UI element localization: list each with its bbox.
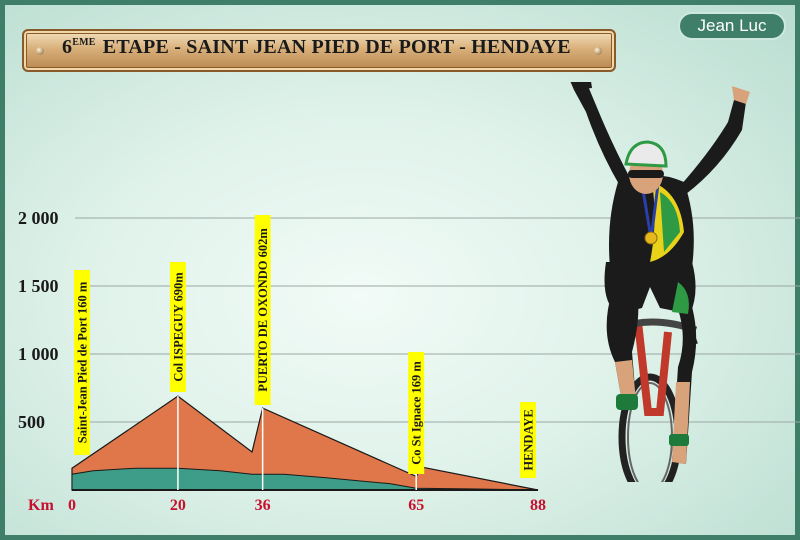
valley-area bbox=[71, 467, 539, 491]
stage-suffix: EME bbox=[72, 37, 96, 49]
waypoint-label: HENDAYE bbox=[522, 409, 536, 470]
waypoint-label-box bbox=[408, 352, 425, 474]
label-layer: Saint-Jean Pied de Port 160 m Col ISPEGUY… bbox=[74, 215, 536, 478]
author-badge: Jean Luc bbox=[678, 12, 786, 40]
waypoint-label: Saint-Jean Pied de Port 160 m bbox=[76, 281, 90, 443]
waypoint-label: Col ISPEGUY 690m bbox=[171, 272, 185, 382]
x-tick-label: 0 bbox=[68, 497, 76, 514]
stage-title: 6EME ETAPE - SAINT JEAN PIED DE PORT - H… bbox=[62, 36, 571, 59]
title-plaque bbox=[22, 29, 616, 72]
y-tick-label: 1 500 bbox=[18, 276, 59, 296]
y-tick-label: 1 000 bbox=[18, 344, 59, 364]
waypoint-label: PUERTO DE OXONDO 602m bbox=[256, 228, 270, 392]
area-layer bbox=[71, 395, 539, 491]
x-tick-label: 88 bbox=[530, 497, 546, 514]
sunglasses bbox=[628, 170, 664, 178]
x-axis-label: Km bbox=[28, 497, 54, 514]
y-tick-label: 500 bbox=[18, 412, 45, 432]
waypoint-label-box bbox=[169, 262, 186, 392]
bike-frame bbox=[634, 321, 672, 416]
waypoint-label-box bbox=[254, 215, 271, 405]
x-tick-label: 65 bbox=[408, 497, 424, 514]
x-tick-label: 36 bbox=[255, 497, 271, 514]
cyclist-illustration bbox=[570, 82, 750, 482]
stage-number: 6 bbox=[62, 36, 73, 58]
helmet bbox=[624, 140, 668, 168]
shorts bbox=[604, 262, 696, 314]
right-arm bbox=[680, 100, 746, 194]
stage-title-text: ETAPE - SAINT JEAN PIED DE PORT - HENDAY… bbox=[102, 36, 571, 58]
left-arm bbox=[574, 86, 630, 186]
tick-layer: 500 1 000 1 500 2 000 Km 0 20 36 65 88 bbox=[18, 208, 546, 514]
waypoint-label-box bbox=[520, 402, 536, 478]
y-tick-label: 2 000 bbox=[18, 208, 59, 228]
medal bbox=[644, 231, 658, 245]
x-tick-label: 20 bbox=[170, 497, 186, 514]
waypoint-label: Co St Ignace 169 m bbox=[410, 361, 424, 465]
waypoint-label-box bbox=[74, 270, 90, 455]
